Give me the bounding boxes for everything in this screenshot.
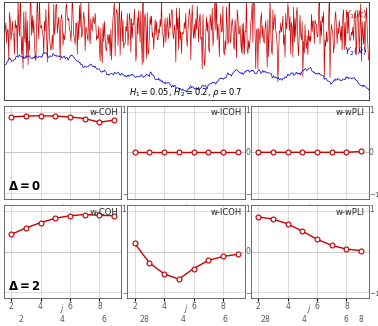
Text: 2: 2 bbox=[139, 315, 144, 324]
Text: w-wPLI: w-wPLI bbox=[336, 108, 365, 117]
Text: 6: 6 bbox=[344, 315, 348, 324]
Text: $H_1 = 0.05,\, H_2 = 0.2,\, \rho = 0.7$: $H_1 = 0.05,\, H_2 = 0.2,\, \rho = 0.7$ bbox=[129, 86, 243, 99]
Text: $-1$: $-1$ bbox=[122, 289, 133, 298]
Text: w-ICOH: w-ICOH bbox=[210, 108, 242, 117]
Text: $j$: $j$ bbox=[184, 302, 189, 315]
Text: 8: 8 bbox=[264, 315, 269, 324]
Text: 1: 1 bbox=[122, 106, 126, 114]
Text: $j$: $j$ bbox=[60, 202, 65, 215]
Text: $-1$: $-1$ bbox=[245, 289, 257, 298]
Text: 1: 1 bbox=[245, 106, 250, 114]
Text: 4: 4 bbox=[181, 315, 186, 324]
Text: w-COH: w-COH bbox=[89, 108, 118, 117]
Text: w-COH: w-COH bbox=[89, 208, 118, 216]
Text: 4: 4 bbox=[302, 315, 307, 324]
Text: 0: 0 bbox=[369, 148, 374, 157]
Text: $-1$: $-1$ bbox=[369, 190, 378, 199]
Text: 6: 6 bbox=[102, 315, 106, 324]
Text: 0: 0 bbox=[245, 148, 250, 157]
Text: 8: 8 bbox=[143, 315, 148, 324]
Text: $j$: $j$ bbox=[307, 202, 312, 215]
Text: $-1$: $-1$ bbox=[245, 190, 257, 199]
Text: 1: 1 bbox=[122, 205, 126, 214]
Text: 0: 0 bbox=[245, 247, 250, 256]
Text: 2: 2 bbox=[19, 315, 23, 324]
Text: $-1$: $-1$ bbox=[369, 289, 378, 298]
Text: 1: 1 bbox=[369, 106, 373, 114]
Text: 1: 1 bbox=[245, 205, 250, 214]
Text: $\mathbf{\Delta = 2}$: $\mathbf{\Delta = 2}$ bbox=[8, 280, 41, 293]
Text: 6: 6 bbox=[223, 315, 227, 324]
Text: w-ICOH: w-ICOH bbox=[210, 208, 242, 216]
Text: 1: 1 bbox=[369, 205, 373, 214]
Text: $\mathbf{\Delta = 0}$: $\mathbf{\Delta = 0}$ bbox=[8, 181, 42, 193]
Text: $j$: $j$ bbox=[184, 202, 189, 215]
Text: $-1$: $-1$ bbox=[122, 190, 133, 199]
Text: $j$: $j$ bbox=[60, 302, 65, 315]
Text: $Y_1(k)$: $Y_1(k)$ bbox=[344, 8, 367, 21]
Text: $Y_2(k)$: $Y_2(k)$ bbox=[344, 46, 367, 58]
Text: 4: 4 bbox=[60, 315, 65, 324]
Text: 2: 2 bbox=[260, 315, 265, 324]
Text: $j$: $j$ bbox=[307, 302, 312, 315]
Text: w-wPLI: w-wPLI bbox=[336, 208, 365, 216]
Text: 8: 8 bbox=[359, 315, 363, 324]
